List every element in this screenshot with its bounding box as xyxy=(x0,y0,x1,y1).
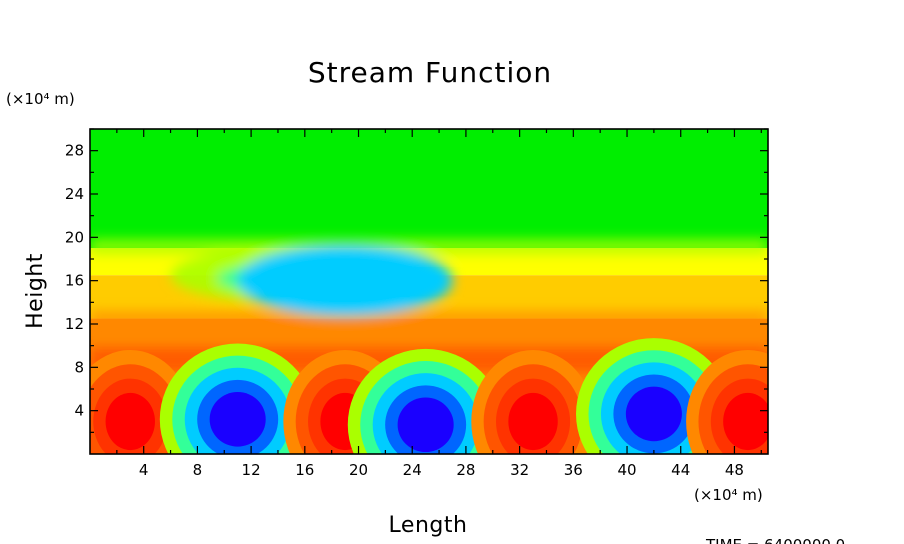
x-tick-label: 20 xyxy=(349,461,368,479)
x-tick-label: 4 xyxy=(139,461,149,479)
contour-ring xyxy=(508,392,558,451)
y-tick-label: 28 xyxy=(65,142,84,160)
cell-high-5 xyxy=(471,350,595,454)
band-transition-orange xyxy=(90,311,768,327)
x-axis-unit: (×10⁴ m) xyxy=(694,486,763,504)
contour-field xyxy=(90,129,768,454)
y-tick-label: 16 xyxy=(65,272,84,290)
x-axis-label: Length xyxy=(389,513,468,538)
contour-ring xyxy=(209,392,266,447)
y-tick-label: 4 xyxy=(74,402,84,420)
y-tick-label: 24 xyxy=(65,185,84,203)
contour-ring xyxy=(105,392,155,451)
y-tick-label: 12 xyxy=(65,315,84,333)
x-tick-label: 44 xyxy=(671,461,690,479)
contour-ring xyxy=(723,392,768,451)
x-tick-label: 36 xyxy=(564,461,583,479)
x-tick-label: 24 xyxy=(403,461,422,479)
x-tick-label: 8 xyxy=(193,461,203,479)
plot-frame xyxy=(89,128,769,455)
y-axis-unit: (×10⁴ m) xyxy=(6,90,75,108)
chart-title: Stream Function xyxy=(308,56,552,89)
y-tick-label: 8 xyxy=(74,358,84,376)
band-transition-lime xyxy=(90,239,768,254)
upper-anomaly-core xyxy=(237,244,453,317)
y-axis-label: Height xyxy=(23,253,48,329)
x-tick-label: 48 xyxy=(725,461,744,479)
cell-low-2 xyxy=(159,343,316,454)
time-readout: TIME = 6400000.0 xyxy=(705,536,845,544)
contour-ring xyxy=(625,386,682,442)
cell-high-7 xyxy=(686,350,768,454)
x-tick-label: 28 xyxy=(456,461,475,479)
x-tick-label: 12 xyxy=(242,461,261,479)
x-tick-label: 40 xyxy=(617,461,636,479)
y-tick-label: 20 xyxy=(65,228,84,246)
x-tick-label: 32 xyxy=(510,461,529,479)
cell-low-4 xyxy=(347,348,504,454)
x-tick-label: 16 xyxy=(295,461,314,479)
band-top-green xyxy=(90,129,768,249)
contour-ring xyxy=(397,397,454,453)
